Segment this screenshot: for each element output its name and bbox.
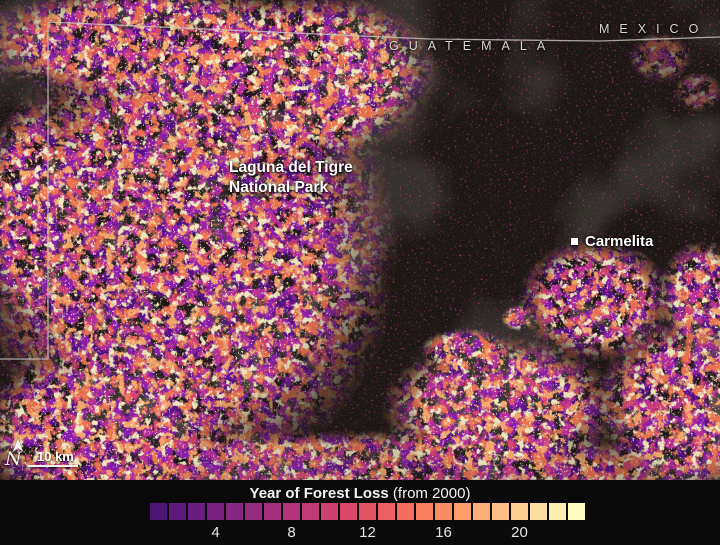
legend-swatch xyxy=(150,503,167,520)
park-label-line2: National Park xyxy=(229,179,329,196)
country-label-mexico: MEXICO xyxy=(599,22,709,36)
legend-swatch xyxy=(435,503,452,520)
legend-swatch xyxy=(321,503,338,520)
settlement-marker xyxy=(571,238,578,245)
legend-swatch-row xyxy=(150,503,585,520)
legend-swatch xyxy=(530,503,547,520)
legend-swatch xyxy=(568,503,585,520)
legend-swatch xyxy=(264,503,281,520)
legend-swatch xyxy=(378,503,395,520)
legend-swatch xyxy=(359,503,376,520)
legend-swatch xyxy=(169,503,186,520)
legend-swatch xyxy=(226,503,243,520)
legend-swatch xyxy=(188,503,205,520)
map-texture xyxy=(0,0,720,480)
legend-panel: Year of Forest Loss (from 2000) 4 8 12 16 20 xyxy=(0,480,720,545)
legend-title-bold: Year of Forest Loss xyxy=(249,485,389,502)
legend-tick-label: 20 xyxy=(511,524,528,541)
legend-swatch xyxy=(454,503,471,520)
settlement-label: Carmelita xyxy=(585,233,654,250)
park-label-line1: Laguna del Tigre xyxy=(229,159,353,176)
scale-bar xyxy=(28,465,78,467)
legend-tick-label: 12 xyxy=(359,524,376,541)
border-line xyxy=(0,21,720,360)
legend-swatch xyxy=(397,503,414,520)
map-canvas: GUATEMALA MEXICO Laguna del Tigre Nation… xyxy=(0,0,720,480)
legend-swatch xyxy=(416,503,433,520)
legend-title-note: (from 2000) xyxy=(388,485,471,502)
legend-swatch xyxy=(511,503,528,520)
legend-tick-label: 8 xyxy=(287,524,296,541)
north-arrow-icon xyxy=(11,437,25,453)
legend-swatch xyxy=(340,503,357,520)
legend-swatch xyxy=(302,503,319,520)
legend-tick-label: 4 xyxy=(211,524,220,541)
legend-swatch xyxy=(473,503,490,520)
legend-swatch xyxy=(283,503,300,520)
legend-swatch xyxy=(492,503,509,520)
legend-tick-label: 16 xyxy=(435,524,452,541)
legend-swatch xyxy=(207,503,224,520)
park-label: Laguna del Tigre National Park xyxy=(229,158,353,198)
legend-swatch xyxy=(549,503,566,520)
country-label-guatemala: GUATEMALA xyxy=(389,39,556,53)
scale-bar-label: 10 km xyxy=(37,449,74,464)
legend-title: Year of Forest Loss (from 2000) xyxy=(0,485,720,502)
legend-swatch xyxy=(245,503,262,520)
north-label: N xyxy=(5,448,22,470)
